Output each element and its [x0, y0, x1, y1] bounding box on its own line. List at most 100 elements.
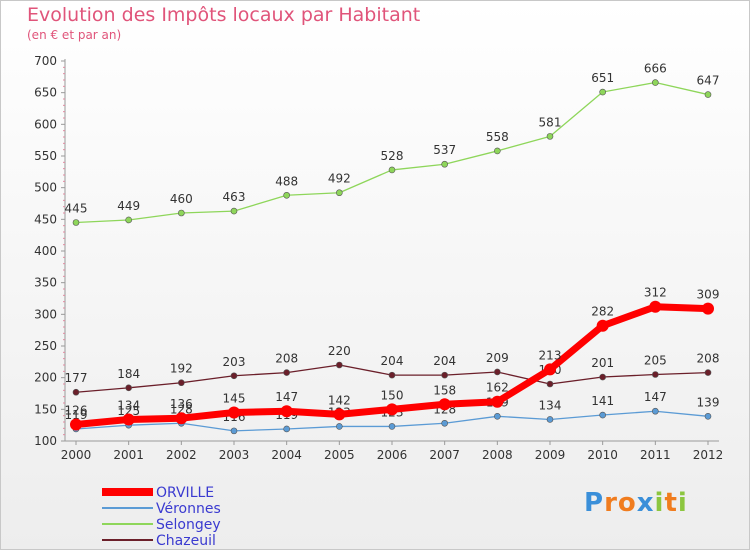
data-point: [178, 379, 185, 387]
y-tick-label: 550: [34, 149, 57, 163]
data-point: [599, 373, 606, 381]
data-point: [546, 416, 554, 423]
data-label: 139: [697, 395, 720, 409]
data-point: [652, 79, 659, 86]
data-label: 192: [170, 362, 193, 376]
x-tick-label: 2002: [166, 448, 197, 462]
data-point: [230, 427, 238, 435]
data-label: 125: [117, 404, 140, 418]
data-point: [72, 388, 80, 396]
x-tick-label: 2008: [482, 448, 513, 462]
data-point: [544, 363, 556, 376]
data-point: [72, 219, 80, 226]
data-label: 184: [117, 367, 140, 381]
data-label: 445: [65, 202, 88, 216]
y-tick-label: 250: [34, 339, 57, 353]
data-label: 309: [697, 288, 720, 302]
proxiti-logo: Proxiti: [584, 488, 688, 518]
data-label: 162: [486, 381, 509, 395]
y-tick-label: 300: [34, 307, 57, 321]
data-label: 134: [539, 398, 562, 412]
x-tick-label: 2001: [113, 448, 144, 462]
logo-letter: i: [677, 488, 688, 518]
data-point: [230, 207, 238, 215]
x-tick-label: 2004: [271, 448, 302, 462]
x-tick-label: 2010: [587, 448, 618, 462]
data-label: 666: [644, 62, 667, 76]
y-tick-label: 200: [34, 371, 57, 385]
data-point: [546, 380, 554, 388]
data-point: [702, 302, 714, 315]
data-label: 119: [65, 408, 88, 422]
data-point: [388, 423, 396, 430]
data-point: [494, 368, 501, 376]
y-tick-label: 600: [34, 117, 57, 131]
data-label: 213: [539, 348, 562, 362]
data-point: [704, 412, 712, 420]
data-label: 201: [591, 356, 614, 370]
data-label: 528: [381, 149, 404, 163]
data-point: [336, 423, 343, 430]
x-tick-label: 2006: [377, 448, 408, 462]
data-point: [280, 405, 293, 418]
data-label: 147: [644, 390, 667, 404]
data-label: 220: [328, 344, 351, 358]
data-label: 312: [644, 286, 667, 300]
data-label: 204: [381, 354, 404, 368]
data-label: 158: [433, 383, 456, 397]
data-point: [230, 372, 238, 380]
data-point: [491, 395, 504, 408]
logo-letter: x: [636, 488, 655, 518]
legend-label: Chazeuil: [156, 533, 216, 549]
data-label: 492: [328, 172, 351, 186]
data-label: 205: [644, 354, 667, 368]
data-label: 282: [591, 305, 614, 319]
data-point: [283, 191, 290, 199]
data-point: [336, 189, 343, 197]
x-tick-label: 2011: [640, 448, 671, 462]
data-label: 537: [433, 143, 456, 157]
data-point: [175, 412, 188, 425]
data-label: 141: [591, 394, 614, 408]
data-point: [388, 166, 396, 174]
data-label: 558: [486, 130, 509, 144]
data-point: [336, 361, 343, 369]
logo-letter: P: [584, 488, 605, 518]
y-tick-label: 700: [34, 54, 57, 68]
data-label: 581: [539, 115, 562, 129]
y-tick-label: 500: [34, 181, 57, 195]
data-label: 134: [117, 398, 140, 412]
data-point: [386, 403, 398, 416]
data-point: [546, 133, 554, 140]
data-label: 136: [170, 397, 193, 411]
logo-letter: r: [604, 488, 618, 518]
data-point: [441, 371, 448, 379]
data-point: [599, 411, 606, 419]
data-label: 142: [328, 393, 351, 407]
data-label: 145: [223, 392, 246, 406]
x-tick-label: 2012: [693, 448, 724, 462]
data-label: 203: [223, 355, 246, 369]
data-label: 209: [486, 351, 509, 365]
data-point: [441, 419, 448, 427]
y-tick-label: 650: [34, 86, 57, 100]
data-label: 150: [381, 388, 404, 402]
data-point: [704, 91, 712, 98]
data-label: 463: [223, 190, 246, 204]
data-point: [333, 408, 346, 421]
chart-subtitle: (en € et par an): [27, 28, 122, 42]
logo-letter: t: [664, 488, 678, 518]
data-point: [125, 384, 132, 392]
legend-label: Véronnes: [156, 501, 221, 517]
y-tick-label: 350: [34, 276, 57, 290]
data-label: 177: [65, 371, 88, 385]
x-tick-label: 2003: [219, 448, 250, 462]
data-point: [494, 412, 501, 420]
logo-letter: o: [617, 488, 637, 518]
data-point: [438, 398, 451, 411]
y-tick-label: 100: [34, 434, 57, 448]
data-label: 651: [591, 71, 614, 85]
data-point: [704, 369, 712, 376]
data-point: [125, 216, 132, 224]
